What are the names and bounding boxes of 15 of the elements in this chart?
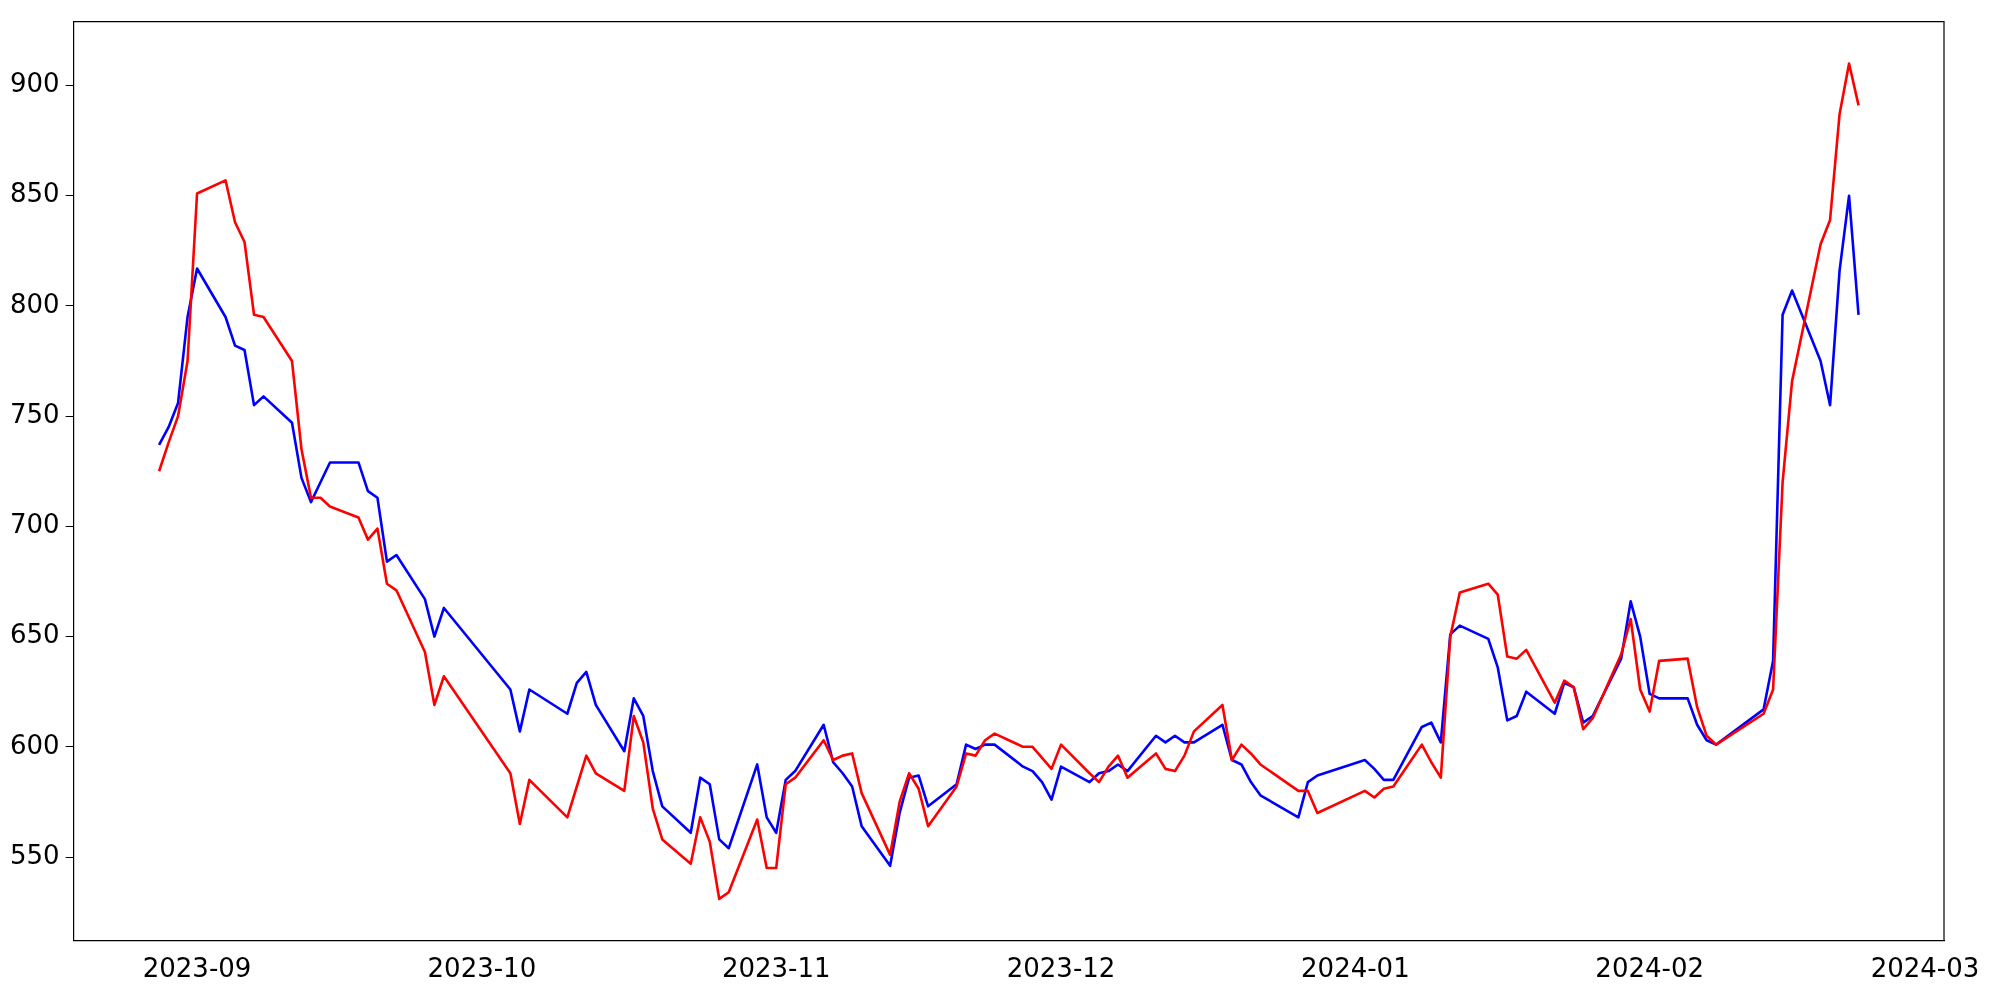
y-tick-label: 800 xyxy=(9,288,60,319)
x-tick-label: 2023-12 xyxy=(1006,953,1116,984)
y-tick-label: 600 xyxy=(9,729,60,760)
x-tick-label: 2024-02 xyxy=(1595,953,1704,984)
x-tick-label: 2023-11 xyxy=(721,953,831,984)
y-tick-label: 550 xyxy=(9,839,60,870)
y-tick-label: 650 xyxy=(9,619,60,650)
y-tick-label: 900 xyxy=(9,68,60,99)
y-tick-label: 700 xyxy=(9,509,60,540)
x-tick-label: 2024-03 xyxy=(1870,953,1980,984)
y-tick-label: 750 xyxy=(9,398,60,429)
x-tick-label: 2024-01 xyxy=(1301,953,1410,984)
y-tick-label: 850 xyxy=(9,178,60,209)
x-tick-label: 2023-09 xyxy=(142,953,252,984)
x-tick-label: 2023-10 xyxy=(427,953,537,984)
